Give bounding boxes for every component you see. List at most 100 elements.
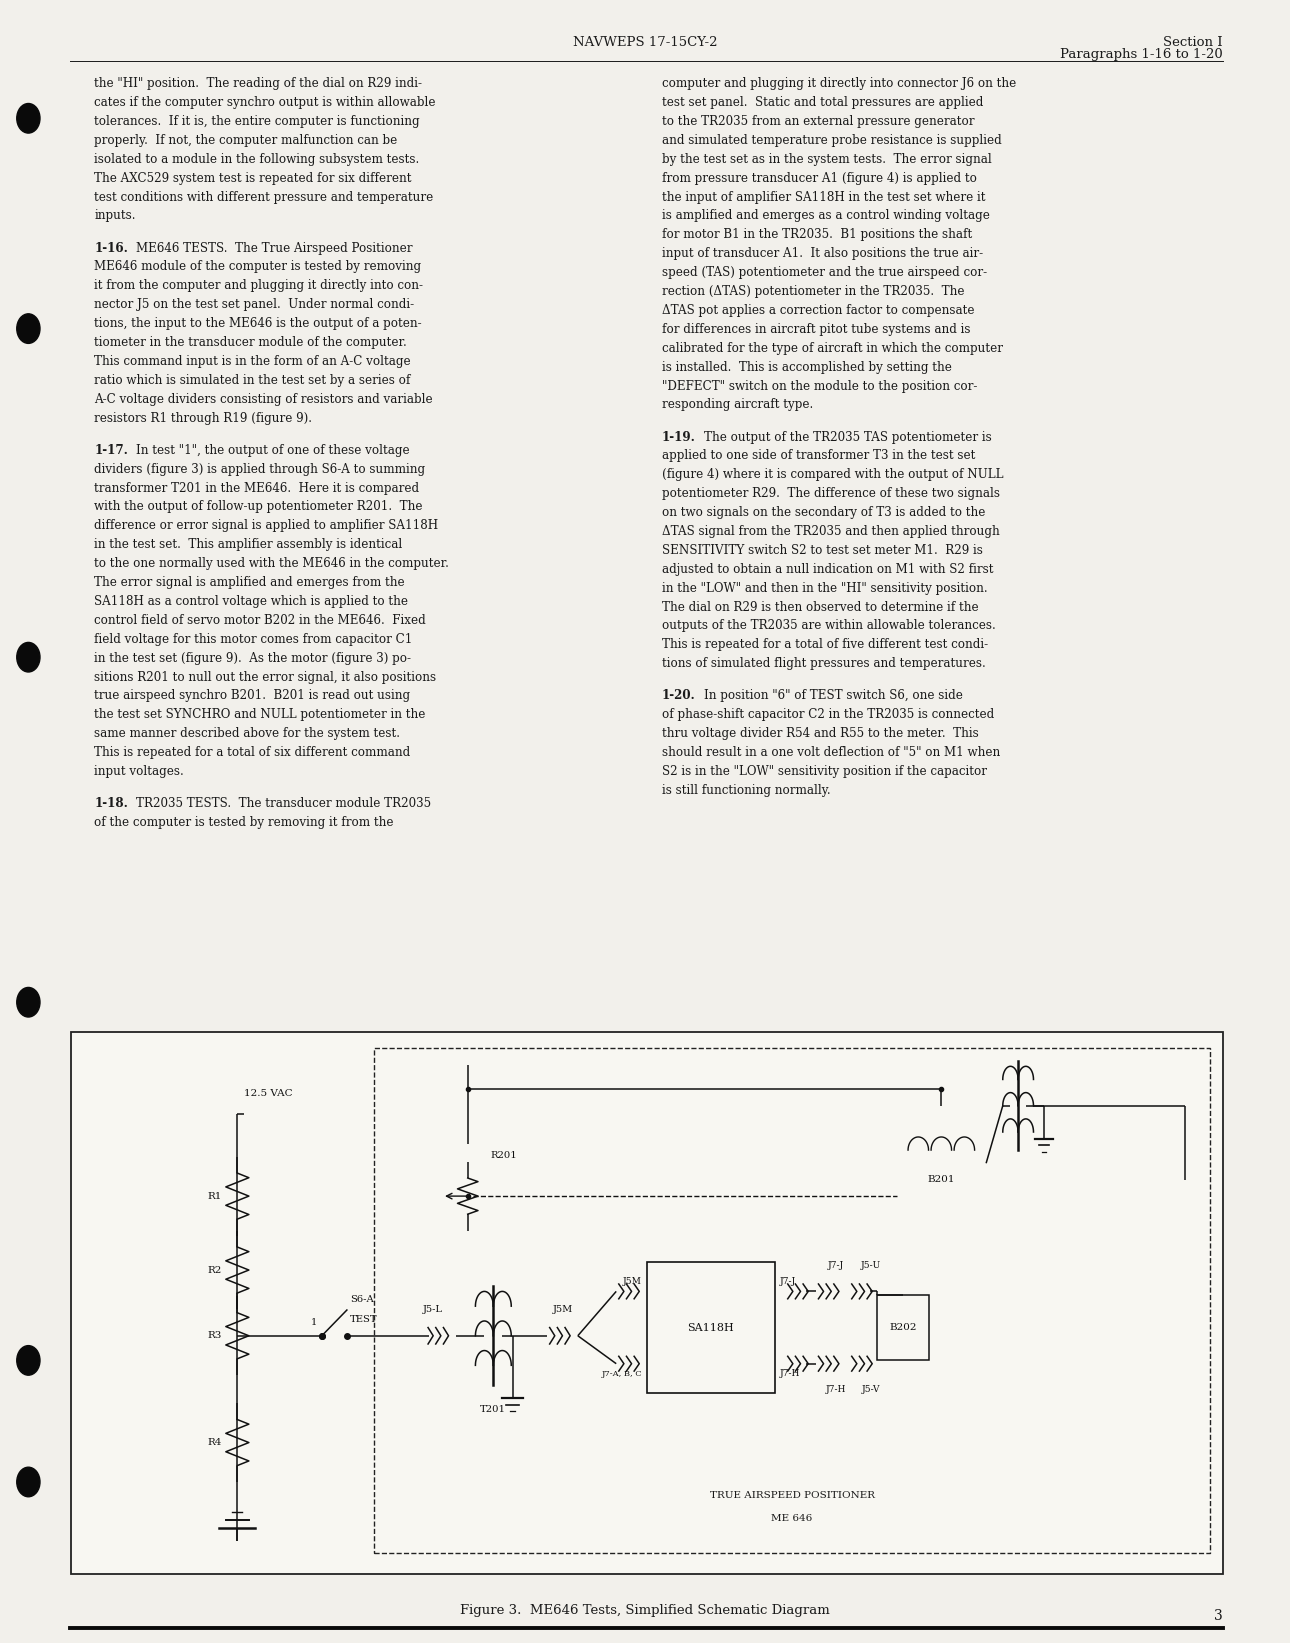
Text: nector J5 on the test set panel.  Under normal condi-: nector J5 on the test set panel. Under n… (94, 299, 414, 311)
Text: J5-V: J5-V (862, 1385, 880, 1395)
Text: applied to one side of transformer T3 in the test set: applied to one side of transformer T3 in… (662, 450, 975, 462)
Text: This is repeated for a total of five different test condi-: This is repeated for a total of five dif… (662, 639, 988, 651)
Text: thru voltage divider R54 and R55 to the meter.  This: thru voltage divider R54 and R55 to the … (662, 728, 979, 741)
Text: tiometer in the transducer module of the computer.: tiometer in the transducer module of the… (94, 337, 406, 348)
Text: ratio which is simulated in the test set by a series of: ratio which is simulated in the test set… (94, 375, 410, 386)
Text: on two signals on the secondary of T3 is added to the: on two signals on the secondary of T3 is… (662, 506, 986, 519)
Text: J7-H: J7-H (826, 1385, 846, 1395)
Text: true airspeed synchro B201.  B201 is read out using: true airspeed synchro B201. B201 is read… (94, 690, 410, 703)
Text: dividers (figure 3) is applied through S6-A to summing: dividers (figure 3) is applied through S… (94, 463, 426, 476)
Text: This is repeated for a total of six different command: This is repeated for a total of six diff… (94, 746, 410, 759)
Text: J5M: J5M (623, 1277, 642, 1286)
Text: field voltage for this motor comes from capacitor C1: field voltage for this motor comes from … (94, 633, 413, 646)
Text: J7-A, B, C: J7-A, B, C (601, 1370, 642, 1377)
Circle shape (17, 314, 40, 343)
Text: the test set SYNCHRO and NULL potentiometer in the: the test set SYNCHRO and NULL potentiome… (94, 708, 426, 721)
Text: in the "LOW" and then in the "HI" sensitivity position.: in the "LOW" and then in the "HI" sensit… (662, 582, 987, 595)
Text: speed (TAS) potentiometer and the true airspeed cor-: speed (TAS) potentiometer and the true a… (662, 266, 987, 279)
Text: should result in a one volt deflection of "5" on M1 when: should result in a one volt deflection o… (662, 746, 1000, 759)
Circle shape (17, 1346, 40, 1375)
Text: In position "6" of TEST switch S6, one side: In position "6" of TEST switch S6, one s… (704, 690, 962, 703)
Text: responding aircraft type.: responding aircraft type. (662, 398, 813, 411)
Circle shape (17, 104, 40, 133)
Text: control field of servo motor B202 in the ME646.  Fixed: control field of servo motor B202 in the… (94, 614, 426, 628)
Text: sitions R201 to null out the error signal, it also positions: sitions R201 to null out the error signa… (94, 670, 436, 683)
Text: input voltages.: input voltages. (94, 766, 184, 779)
Text: B201: B201 (928, 1175, 955, 1185)
Text: properly.  If not, the computer malfunction can be: properly. If not, the computer malfuncti… (94, 135, 397, 146)
Text: Paragraphs 1-16 to 1-20: Paragraphs 1-16 to 1-20 (1060, 48, 1223, 61)
Circle shape (17, 1467, 40, 1497)
Text: TR2035 TESTS.  The transducer module TR2035: TR2035 TESTS. The transducer module TR20… (135, 797, 431, 810)
Text: resistors R1 through R19 (figure 9).: resistors R1 through R19 (figure 9). (94, 412, 312, 424)
Text: rection (ΔTAS) potentiometer in the TR2035.  The: rection (ΔTAS) potentiometer in the TR20… (662, 286, 964, 297)
Text: outputs of the TR2035 are within allowable tolerances.: outputs of the TR2035 are within allowab… (662, 619, 996, 633)
Text: by the test set as in the system tests.  The error signal: by the test set as in the system tests. … (662, 153, 992, 166)
Text: computer and plugging it directly into connector J6 on the: computer and plugging it directly into c… (662, 77, 1017, 90)
Text: to the TR2035 from an external pressure generator: to the TR2035 from an external pressure … (662, 115, 974, 128)
Text: test set panel.  Static and total pressures are applied: test set panel. Static and total pressur… (662, 95, 983, 108)
Text: R201: R201 (490, 1150, 517, 1160)
Text: inputs.: inputs. (94, 210, 135, 222)
Text: 1-16.: 1-16. (94, 242, 128, 255)
Text: 1-19.: 1-19. (662, 430, 695, 444)
Text: R3: R3 (208, 1331, 222, 1341)
Bar (648, 1262, 775, 1393)
Text: test conditions with different pressure and temperature: test conditions with different pressure … (94, 191, 433, 204)
Text: SA118H as a control voltage which is applied to the: SA118H as a control voltage which is app… (94, 595, 408, 608)
Text: 3: 3 (1214, 1608, 1223, 1623)
Text: same manner described above for the system test.: same manner described above for the syst… (94, 728, 400, 741)
Text: R1: R1 (208, 1191, 222, 1201)
Text: B202: B202 (889, 1323, 917, 1332)
Text: "DEFECT" switch on the module to the position cor-: "DEFECT" switch on the module to the pos… (662, 380, 977, 393)
Text: tolerances.  If it is, the entire computer is functioning: tolerances. If it is, the entire compute… (94, 115, 419, 128)
Text: ΔTAS signal from the TR2035 and then applied through: ΔTAS signal from the TR2035 and then app… (662, 526, 1000, 537)
Text: In test "1", the output of one of these voltage: In test "1", the output of one of these … (135, 444, 410, 457)
Text: from pressure transducer A1 (figure 4) is applied to: from pressure transducer A1 (figure 4) i… (662, 173, 977, 184)
Text: S6-A: S6-A (350, 1295, 374, 1305)
Text: 12.5 VAC: 12.5 VAC (244, 1089, 293, 1098)
Text: ME646 TESTS.  The True Airspeed Positioner: ME646 TESTS. The True Airspeed Positione… (135, 242, 413, 255)
Text: SA118H: SA118H (688, 1323, 734, 1332)
Text: the input of amplifier SA118H in the test set where it: the input of amplifier SA118H in the tes… (662, 191, 986, 204)
Text: The dial on R29 is then observed to determine if the: The dial on R29 is then observed to dete… (662, 601, 978, 613)
Text: J5-L: J5-L (423, 1305, 444, 1314)
Text: ME 646: ME 646 (771, 1513, 813, 1523)
Text: transformer T201 in the ME646.  Here it is compared: transformer T201 in the ME646. Here it i… (94, 481, 419, 495)
Bar (877, 1295, 929, 1360)
Text: A-C voltage dividers consisting of resistors and variable: A-C voltage dividers consisting of resis… (94, 393, 432, 406)
Circle shape (17, 642, 40, 672)
Text: adjusted to obtain a null indication on M1 with S2 first: adjusted to obtain a null indication on … (662, 564, 993, 575)
Text: tions of simulated flight pressures and temperatures.: tions of simulated flight pressures and … (662, 657, 986, 670)
Text: is installed.  This is accomplished by setting the: is installed. This is accomplished by se… (662, 361, 952, 373)
Text: with the output of follow-up potentiometer R201.  The: with the output of follow-up potentiomet… (94, 501, 423, 514)
Text: J7-J: J7-J (780, 1277, 796, 1286)
Text: for differences in aircraft pitot tube systems and is: for differences in aircraft pitot tube s… (662, 322, 970, 335)
Text: tions, the input to the ME646 is the output of a poten-: tions, the input to the ME646 is the out… (94, 317, 422, 330)
Text: it from the computer and plugging it directly into con-: it from the computer and plugging it dir… (94, 279, 423, 292)
Text: This command input is in the form of an A-C voltage: This command input is in the form of an … (94, 355, 410, 368)
Text: the "HI" position.  The reading of the dial on R29 indi-: the "HI" position. The reading of the di… (94, 77, 422, 90)
Text: 1-17.: 1-17. (94, 444, 128, 457)
Text: (figure 4) where it is compared with the output of NULL: (figure 4) where it is compared with the… (662, 468, 1004, 481)
Text: NAVWEPS 17-15CY-2: NAVWEPS 17-15CY-2 (573, 36, 717, 49)
Text: The AXC529 system test is repeated for six different: The AXC529 system test is repeated for s… (94, 173, 412, 184)
Text: J5-U: J5-U (860, 1260, 881, 1270)
Text: is still functioning normally.: is still functioning normally. (662, 784, 831, 797)
Bar (71, 1032, 1223, 1574)
Text: in the test set.  This amplifier assembly is identical: in the test set. This amplifier assembly… (94, 539, 402, 552)
Text: and simulated temperature probe resistance is supplied: and simulated temperature probe resistan… (662, 135, 1001, 146)
Circle shape (17, 987, 40, 1017)
Bar (374, 1048, 1210, 1553)
Text: isolated to a module in the following subsystem tests.: isolated to a module in the following su… (94, 153, 419, 166)
Text: 1: 1 (311, 1318, 317, 1328)
Text: potentiometer R29.  The difference of these two signals: potentiometer R29. The difference of the… (662, 488, 1000, 499)
Text: 1-18.: 1-18. (94, 797, 128, 810)
Text: J5M: J5M (552, 1305, 573, 1314)
Text: R4: R4 (208, 1438, 222, 1447)
Text: difference or error signal is applied to amplifier SA118H: difference or error signal is applied to… (94, 519, 439, 532)
Text: TRUE AIRSPEED POSITIONER: TRUE AIRSPEED POSITIONER (710, 1490, 875, 1500)
Text: S2 is in the "LOW" sensitivity position if the capacitor: S2 is in the "LOW" sensitivity position … (662, 766, 987, 779)
Text: 1-20.: 1-20. (662, 690, 695, 703)
Text: SENSITIVITY switch S2 to test set meter M1.  R29 is: SENSITIVITY switch S2 to test set meter … (662, 544, 983, 557)
